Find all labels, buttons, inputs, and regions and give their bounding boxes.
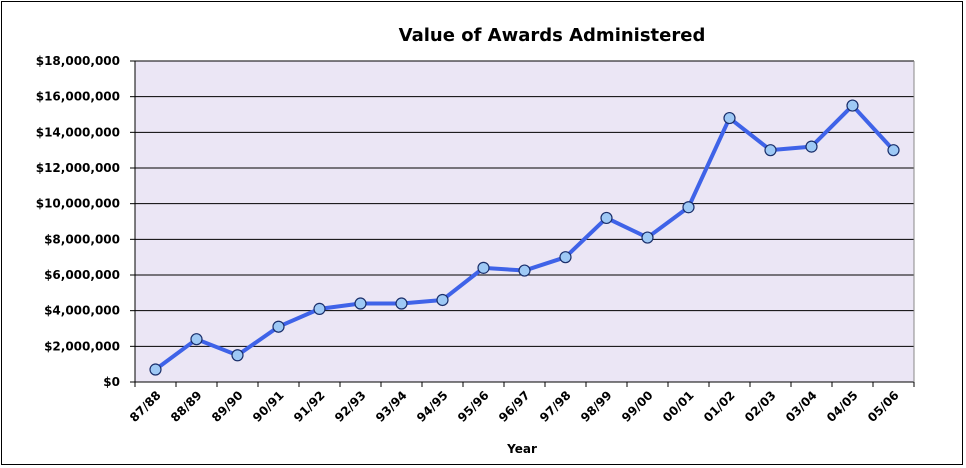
x-tick-label: 00/01 (660, 388, 697, 425)
y-tick-label: $2,000,000 (44, 339, 120, 353)
x-tick-label: 94/95 (414, 388, 451, 425)
x-tick-label: 01/02 (701, 388, 738, 425)
data-point (559, 251, 572, 264)
data-point (723, 111, 736, 125)
plot-area (135, 61, 914, 382)
x-axis-label: Year (506, 442, 537, 456)
axes (134, 61, 915, 383)
data-point (231, 349, 244, 362)
x-tick-label: 04/05 (824, 388, 861, 425)
data-point (887, 144, 900, 157)
y-tick-label: $16,000,000 (36, 90, 120, 104)
data-point (682, 201, 695, 214)
x-tick-label: 88/89 (168, 388, 205, 425)
x-tick-label: 93/94 (373, 388, 410, 425)
gridlines (135, 60, 914, 347)
y-tick-label: $8,000,000 (44, 232, 120, 246)
data-point (764, 144, 777, 157)
x-tick-label: 02/03 (742, 388, 779, 425)
y-tick-label: $6,000,000 (44, 268, 120, 282)
x-tick-label: 96/97 (496, 388, 533, 425)
data-point (313, 302, 326, 315)
data-point (436, 293, 449, 307)
data-point (354, 297, 367, 310)
x-tick-label: 99/00 (619, 388, 656, 425)
series-layer (149, 99, 900, 376)
chart-title: Value of Awards Administered (399, 25, 706, 46)
data-point (600, 211, 613, 225)
x-tick-label: 03/04 (783, 388, 820, 425)
data-point (190, 333, 203, 346)
data-point (846, 99, 859, 112)
data-point (395, 297, 408, 310)
y-tick-label: $18,000,000 (36, 54, 120, 68)
x-tick-label: 89/90 (209, 388, 246, 425)
x-tick-label: 90/91 (250, 388, 287, 425)
data-point (272, 320, 285, 333)
y-tick-label: $12,000,000 (36, 161, 120, 175)
x-tick-label: 98/99 (578, 388, 615, 425)
data-point (805, 140, 818, 153)
x-axis-ticks: 87/88 88/89 89/90 90/91 91/92 92/93 93/94 94/95… (127, 382, 915, 425)
x-tick-label: 05/06 (865, 388, 902, 425)
data-point (149, 363, 162, 376)
y-tick-label: $0 (103, 375, 120, 389)
x-tick-label: 92/93 (332, 388, 369, 425)
y-axis-ticks: $0 $2,000,000 $4,000,000 $6,000,000 $8,000,0… (36, 54, 135, 389)
y-tick-label: $4,000,000 (44, 304, 120, 318)
data-point (641, 231, 654, 244)
data-point (477, 261, 490, 274)
x-tick-label: 91/92 (291, 388, 328, 425)
x-tick-label: 97/98 (537, 388, 574, 425)
x-tick-label: 87/88 (127, 388, 164, 425)
y-tick-label: $10,000,000 (36, 197, 120, 211)
x-tick-label: 95/96 (455, 388, 492, 425)
y-tick-label: $14,000,000 (36, 125, 120, 139)
data-point (518, 264, 531, 277)
